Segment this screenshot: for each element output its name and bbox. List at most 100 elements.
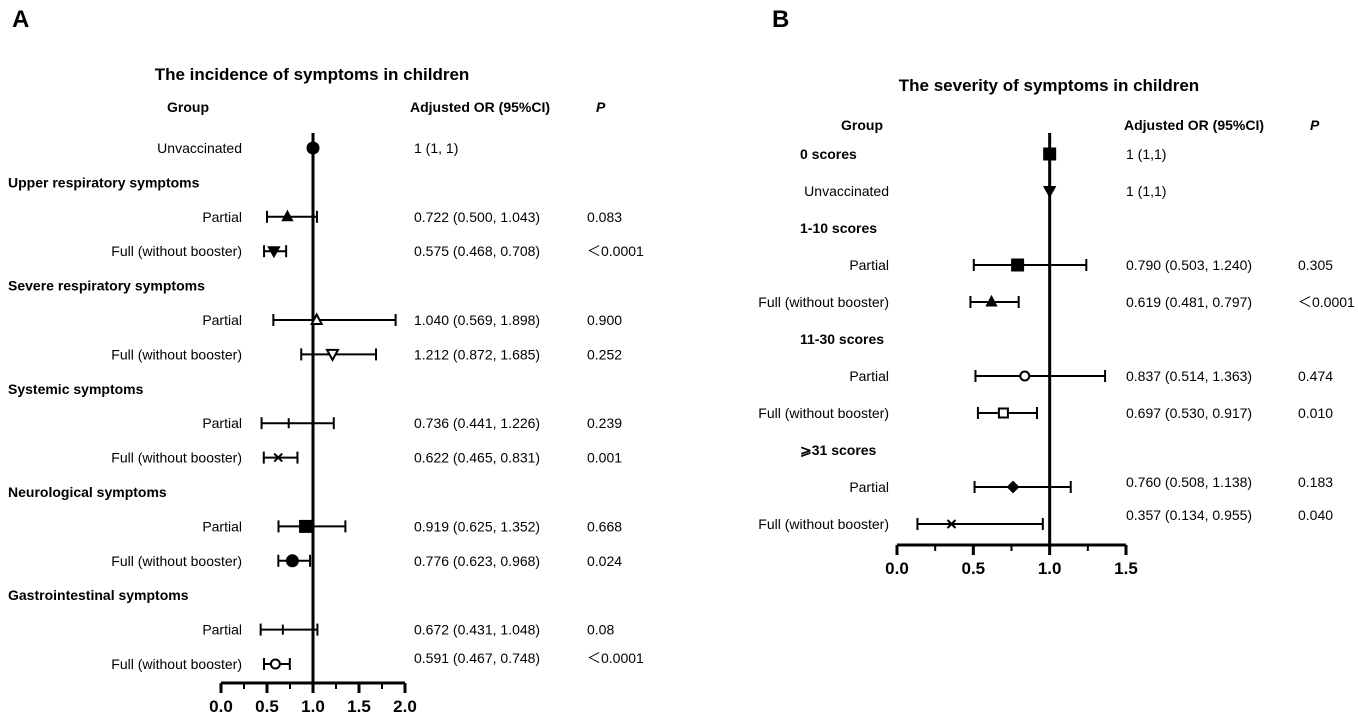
panel-a-header-group: Group [167,99,209,115]
panel-a-header-p: P [596,99,606,115]
panel-b-point-6 [1019,370,1031,382]
panel-b-point-3 [1011,258,1025,272]
panel-b-row-label-4: Full (without booster) [758,294,889,310]
panel-b-tick-label-3: 1.5 [1114,559,1138,578]
panel-b-p-value-10: 0.040 [1298,507,1333,523]
panel-a-or-text-2: 0.722 (0.500, 1.043) [414,209,540,225]
panel-a-or-text-12: 0.776 (0.623, 0.968) [414,553,540,569]
panel-b-or-text-4: 0.619 (0.481, 0.797) [1126,294,1252,310]
panel-a-point-15 [269,658,281,670]
panel-a-point-0 [306,141,320,155]
panel-b-row-label-2: 1-10 scores [800,220,877,236]
panel-a-tick-label-4: 2.0 [393,697,417,716]
panel-b-label: B [772,6,789,33]
panel-a-or-text-15: 0.591 (0.467, 0.748) [414,650,540,666]
panel-a-row-label-11: Partial [202,518,242,534]
panel-a-row-label-4: Severe respiratory symptoms [8,278,205,294]
panel-b-or-text-3: 0.790 (0.503, 1.240) [1126,257,1252,273]
panel-a-row-label-7: Systemic symptoms [8,381,144,397]
panel-a-or-text-3: 0.575 (0.468, 0.708) [414,243,540,259]
panel-a-title: The incidence of symptoms in children [155,65,470,84]
panel-a-plot: 0.0 0.5 1.0 1.5 2.0 Unvaccinated 1 (1, 1) Upper… [8,133,644,716]
panel-a-row-label-3: Full (without booster) [111,243,242,259]
panel-a-row-label-5: Partial [202,312,242,328]
panel-a-point-3 [267,246,281,259]
panel-a-row-label-2: Partial [202,209,242,225]
panel-b-p-value-4: ＜0.0001 [1298,294,1355,310]
panel-b-or-text-6: 0.837 (0.514, 1.363) [1126,368,1252,384]
panel-a-row-label-6: Full (without booster) [111,346,242,362]
panel-a-p-value-6: 0.252 [587,346,622,362]
panel-a-point-2 [281,209,294,222]
panel-b-point-0 [1043,147,1057,161]
panel-a-label: A [12,6,29,33]
panel-b-header-group: Group [841,117,883,133]
panel-b-title: The severity of symptoms in children [899,76,1199,95]
panel-a-or-text-8: 0.736 (0.441, 1.226) [414,415,540,431]
panel-b-row-label-6: Partial [849,368,889,384]
panel-b-plot: 0.0 0.5 1.0 1.5 0 scores 1 (1,1) Unvaccinated 1… [758,133,1355,578]
panel-a-row-label-8: Partial [202,415,242,431]
panel-b-or-text-10: 0.357 (0.134, 0.955) [1126,507,1252,523]
panel-a-point-12 [285,554,299,568]
panel-a-tick-label-0: 0.0 [209,697,233,716]
panel-a-row-label-9: Full (without booster) [111,450,242,466]
panel-a-row-label-1: Upper respiratory symptoms [8,174,200,190]
panel-b-p-value-9: 0.183 [1298,474,1333,490]
panel-a-tick-label-3: 1.5 [347,697,371,716]
panel-a-or-text-14: 0.672 (0.431, 1.048) [414,622,540,638]
panel-a-header-or: Adjusted OR (95%CI) [410,99,550,115]
panel-b-header-p: P [1310,117,1320,133]
panel-b-or-text-1: 1 (1,1) [1126,183,1166,199]
panel-a-point-9 [273,452,283,463]
panel-b-row-label-10: Full (without booster) [758,516,889,532]
panel-b-tick-label-0: 0.0 [885,559,909,578]
panel-a-p-value-14: 0.08 [587,622,614,638]
panel-a-tick-label-1: 0.5 [255,697,279,716]
panel-b-or-text-7: 0.697 (0.530, 0.917) [1126,405,1252,421]
panel-b-tick-label-1: 0.5 [962,559,986,578]
panel-a-p-value-2: 0.083 [587,209,622,225]
panel-a-row-label-0: Unvaccinated [157,140,242,156]
panel-a-p-value-11: 0.668 [587,518,622,534]
panel-a-or-text-5: 1.040 (0.569, 1.898) [414,312,540,328]
panel-b-point-4 [985,294,998,307]
panel-a-row-label-12: Full (without booster) [111,553,242,569]
panel-a-point-5 [310,312,324,325]
panel-a-tick-label-2: 1.0 [301,697,325,716]
panel-a-row-label-13: Gastrointestinal symptoms [8,587,189,603]
panel-a-p-value-9: 0.001 [587,450,622,466]
panel-b-row-label-1: Unvaccinated [804,183,889,199]
panel-a-or-text-0: 1 (1, 1) [414,140,458,156]
panel-a-p-value-12: 0.024 [587,553,622,569]
panel-b-p-value-3: 0.305 [1298,257,1333,273]
panel-a-point-11 [299,519,313,533]
panel-b-p-value-6: 0.474 [1298,368,1333,384]
panel-b-row-label-3: Partial [849,257,889,273]
panel-a-p-value-3: ＜0.0001 [587,243,644,259]
panel-b-tick-label-2: 1.0 [1038,559,1062,578]
panel-a-p-value-8: 0.239 [587,415,622,431]
panel-a-row-label-10: Neurological symptoms [8,484,167,500]
panel-b-or-text-9: 0.760 (0.508, 1.138) [1126,474,1252,490]
panel-a-or-text-9: 0.622 (0.465, 0.831) [414,450,540,466]
panel-a-p-value-5: 0.900 [587,312,622,328]
panel-a-row-label-15: Full (without booster) [111,656,242,672]
panel-a-or-text-11: 0.919 (0.625, 1.352) [414,518,540,534]
panel-a-row-label-14: Partial [202,622,242,638]
panel-b-row-label-7: Full (without booster) [758,405,889,421]
panel-b-point-7 [997,407,1009,419]
panel-b-point-10 [946,519,957,529]
panel-b-p-value-7: 0.010 [1298,405,1333,421]
panel-a-or-text-6: 1.212 (0.872, 1.685) [414,346,540,362]
panel-a-p-value-15: ＜0.0001 [587,650,644,666]
panel-b-row-label-9: Partial [849,479,889,495]
panel-b-row-label-0: 0 scores [800,146,857,162]
panel-a-point-6 [325,348,340,362]
panel-b-header-or: Adjusted OR (95%CI) [1124,117,1264,133]
panel-b-point-9 [1006,480,1020,494]
panel-b-or-text-0: 1 (1,1) [1126,146,1166,162]
panel-b-point-1 [1042,186,1057,199]
panel-b-row-label-8: ⩾31 scores [800,442,877,458]
panel-b-row-label-5: 11-30 scores [800,331,884,347]
